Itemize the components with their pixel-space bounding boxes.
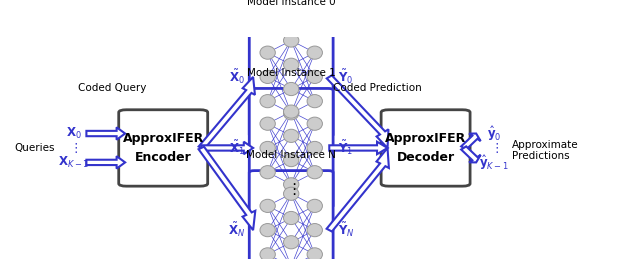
- Polygon shape: [461, 134, 481, 149]
- Text: $\mathbf{X}_{K-1}$: $\mathbf{X}_{K-1}$: [58, 155, 89, 170]
- Text: $\tilde{\mathbf{X}}_N$: $\tilde{\mathbf{X}}_N$: [228, 221, 245, 239]
- Ellipse shape: [284, 82, 299, 96]
- Ellipse shape: [307, 95, 323, 108]
- Text: $\mathbf{X}_0$: $\mathbf{X}_0$: [66, 126, 81, 141]
- Text: $\hat{\mathbf{y}}_0$: $\hat{\mathbf{y}}_0$: [487, 124, 501, 143]
- Text: $\vdots$: $\vdots$: [69, 141, 78, 155]
- Ellipse shape: [307, 141, 323, 155]
- Text: $\tilde{\mathbf{Y}}_N$: $\tilde{\mathbf{Y}}_N$: [338, 221, 355, 239]
- Polygon shape: [198, 147, 255, 230]
- Ellipse shape: [260, 46, 275, 59]
- Ellipse shape: [307, 117, 323, 130]
- Text: Queries: Queries: [14, 143, 54, 153]
- Ellipse shape: [284, 154, 299, 167]
- Text: $\vdots$: $\vdots$: [286, 181, 296, 197]
- Text: $\tilde{\mathbf{X}}_1$: $\tilde{\mathbf{X}}_1$: [229, 139, 245, 157]
- Ellipse shape: [260, 248, 275, 259]
- Ellipse shape: [284, 187, 299, 200]
- Ellipse shape: [307, 248, 323, 259]
- Polygon shape: [198, 77, 255, 149]
- Polygon shape: [326, 148, 389, 232]
- Text: $\hat{\mathbf{y}}_{K-1}$: $\hat{\mathbf{y}}_{K-1}$: [479, 153, 509, 172]
- Ellipse shape: [260, 117, 275, 130]
- Text: Coded Query: Coded Query: [78, 83, 146, 93]
- FancyBboxPatch shape: [250, 17, 333, 136]
- Text: Encoder: Encoder: [135, 152, 191, 164]
- Polygon shape: [86, 156, 125, 169]
- Ellipse shape: [284, 34, 299, 47]
- Ellipse shape: [284, 211, 299, 225]
- Ellipse shape: [284, 107, 299, 120]
- Polygon shape: [201, 142, 253, 154]
- Text: $\tilde{\mathbf{Y}}_1$: $\tilde{\mathbf{Y}}_1$: [338, 139, 353, 157]
- Text: $\vdots$: $\vdots$: [490, 141, 499, 155]
- FancyBboxPatch shape: [381, 110, 470, 186]
- Ellipse shape: [284, 178, 299, 191]
- Ellipse shape: [307, 199, 323, 212]
- Text: Predictions: Predictions: [512, 151, 570, 161]
- Text: ApproxIFER: ApproxIFER: [123, 132, 204, 145]
- Ellipse shape: [260, 199, 275, 212]
- Text: Decoder: Decoder: [397, 152, 454, 164]
- FancyBboxPatch shape: [250, 171, 333, 259]
- Text: $\tilde{\mathbf{X}}_0$: $\tilde{\mathbf{X}}_0$: [229, 68, 245, 86]
- FancyBboxPatch shape: [250, 88, 333, 207]
- Ellipse shape: [284, 105, 299, 118]
- FancyBboxPatch shape: [119, 110, 207, 186]
- Ellipse shape: [260, 224, 275, 237]
- Text: Model Instance 1: Model Instance 1: [247, 68, 335, 78]
- Polygon shape: [461, 146, 481, 162]
- Ellipse shape: [260, 166, 275, 179]
- Ellipse shape: [284, 58, 299, 71]
- Ellipse shape: [260, 70, 275, 83]
- Ellipse shape: [260, 95, 275, 108]
- Polygon shape: [86, 127, 125, 140]
- Text: Model Instance N: Model Instance N: [246, 150, 336, 160]
- Ellipse shape: [284, 236, 299, 249]
- Polygon shape: [330, 142, 388, 154]
- Ellipse shape: [307, 224, 323, 237]
- Ellipse shape: [307, 46, 323, 59]
- Ellipse shape: [307, 70, 323, 83]
- Text: Approximate: Approximate: [512, 140, 579, 150]
- Text: $\tilde{\mathbf{Y}}_0$: $\tilde{\mathbf{Y}}_0$: [338, 68, 353, 86]
- Text: Model Instance 0: Model Instance 0: [247, 0, 335, 7]
- Text: Coded Prediction: Coded Prediction: [333, 83, 422, 93]
- Text: ApproxIFER: ApproxIFER: [385, 132, 466, 145]
- Ellipse shape: [307, 166, 323, 179]
- Polygon shape: [327, 75, 388, 148]
- Ellipse shape: [260, 141, 275, 155]
- Ellipse shape: [284, 129, 299, 142]
